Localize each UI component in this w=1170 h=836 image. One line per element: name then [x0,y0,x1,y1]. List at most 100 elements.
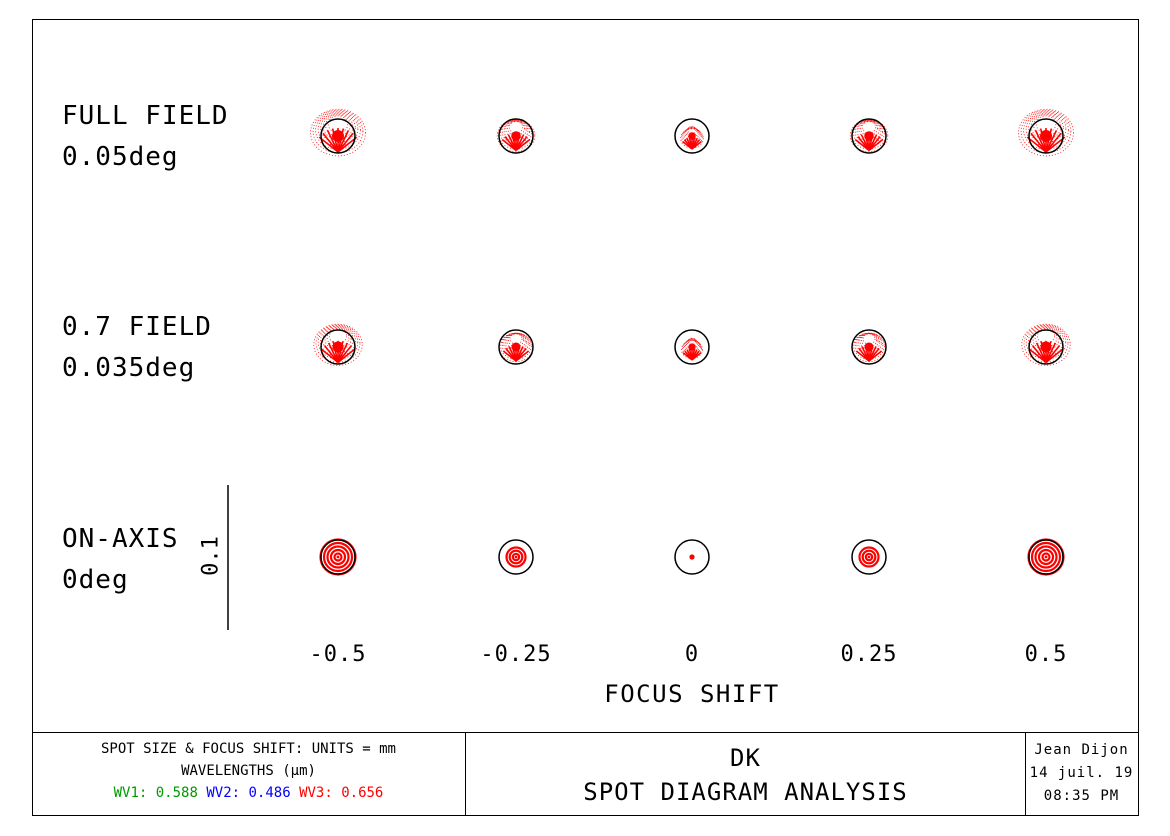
spot-ray [691,352,702,361]
spot-ray-ring [854,332,884,358]
spot-diagram [674,329,710,365]
x-axis-label: FOCUS SHIFT [604,680,780,708]
field-name: FULL FIELD [62,101,229,131]
spot-ray-ring [511,552,521,562]
spot-ray [326,130,339,153]
spot-ray [327,342,339,363]
spot-ray-ring [500,119,532,147]
spot-ray-ring [858,546,880,568]
spot-ray-ring [508,549,524,565]
airy-disk-circle [851,118,887,154]
spot-ray-ring [503,120,529,142]
spot-ray-ring [686,126,698,136]
spot-ray-ring [684,339,700,353]
spot-ray-ring [505,120,527,139]
spot-ray-ring [862,333,876,345]
spot-diagram [496,118,536,154]
spot-ray-ring [315,324,361,363]
spot-ray-ring [683,127,701,143]
scale-bar-label: 0.1 [198,536,224,576]
spot-ray [515,350,530,362]
spot-ray-ring [859,333,879,350]
x-tick-label: -0.25 [480,642,552,667]
spot-ray-ring [501,120,531,145]
field-angle: 0.035deg [62,353,196,383]
spot-ray-ring [689,554,695,560]
spot-ray-ring [861,333,877,348]
date: 14 juil. 19 [1029,765,1134,781]
spot-ray-ring [333,552,343,562]
spot-ray-ring [326,545,350,569]
spot-ray [868,350,883,362]
spot-ray [1045,345,1061,363]
spot-ray-ring [1021,323,1071,366]
airy-disk-circle [1028,118,1064,154]
spot-ray-ring [684,127,700,141]
spot-core [511,131,521,141]
spot-ray-ring [310,108,366,157]
units-line: SPOT SIZE & FOCUS SHIFT: UNITS = mm [100,741,396,757]
spot-ray-ring [505,546,527,568]
spot-ray-ring [508,333,524,348]
spot-ray [1035,342,1047,363]
airy-disk-circle [320,118,356,154]
title-block: SPOT SIZE & FOCUS SHIFT: UNITS = mm WAVE… [32,732,1139,816]
spot-diagram [1021,323,1071,366]
spot-ray-ring [327,115,349,133]
wavelength-2: WV2: 0.486 [206,785,291,801]
spot-ray-ring [329,548,347,566]
spot-ray-ring [1030,541,1062,573]
field-angle: 0deg [62,565,129,595]
airy-disk-circle [674,118,710,154]
spot-ray-ring [854,120,884,145]
spot-ray [337,130,350,153]
spot-ray [1045,132,1062,153]
field-name: 0.7 FIELD [62,312,212,342]
spot-diagram [674,539,710,575]
analysis-title: SPOT DIAGRAM ANALYSIS [583,778,908,806]
spot-ray-ring [1041,552,1051,562]
x-tick-label: -0.5 [309,642,367,667]
spot-ray-ring [1028,112,1064,143]
spot-diagram [319,538,357,576]
spot-ray [337,342,349,363]
spot-ray [337,345,353,363]
spot-ray-ring [864,552,874,562]
spot-ray-ring [317,325,359,360]
spot-ray-ring [317,111,359,147]
spot-ray-ring [861,549,877,565]
airy-disk-circle [851,329,887,365]
spot-core [514,555,518,559]
spot-ray-ring [315,110,361,150]
spot-ray [322,132,339,153]
spot-ray-ring [1023,110,1069,150]
spot-core [332,341,344,353]
spot-ray [337,136,358,153]
spot-diagram [851,329,887,365]
spot-ray [1034,130,1047,153]
title-box: DK SPOT DIAGRAM ANALYSIS [466,733,1026,816]
spot-diagram [849,118,889,154]
spot-ray-ring [685,338,699,349]
spot-ray [1031,345,1047,363]
spot-ray-ring [322,541,354,573]
spot-ray-ring [500,332,532,360]
spot-ray-ring [687,126,697,134]
spot-ray-ring [1025,325,1067,360]
spot-diagram [313,323,363,366]
field-label-full: FULL FIELD 0.05deg [62,96,229,178]
spot-ray-ring [682,339,702,357]
spot-ray-ring [1028,325,1064,357]
spot-diagram [1018,108,1074,157]
spot-diagram [674,118,710,154]
spot-ray [1045,342,1057,363]
spot-ray-ring [856,332,882,355]
airy-disk-circle [1028,539,1064,575]
spot-core [336,555,340,559]
airy-disk-circle [498,118,534,154]
spot-ray-ring [503,332,529,355]
plot-frame [32,19,1139,816]
time: 08:35 PM [1043,788,1120,804]
airy-disk-circle [674,539,710,575]
